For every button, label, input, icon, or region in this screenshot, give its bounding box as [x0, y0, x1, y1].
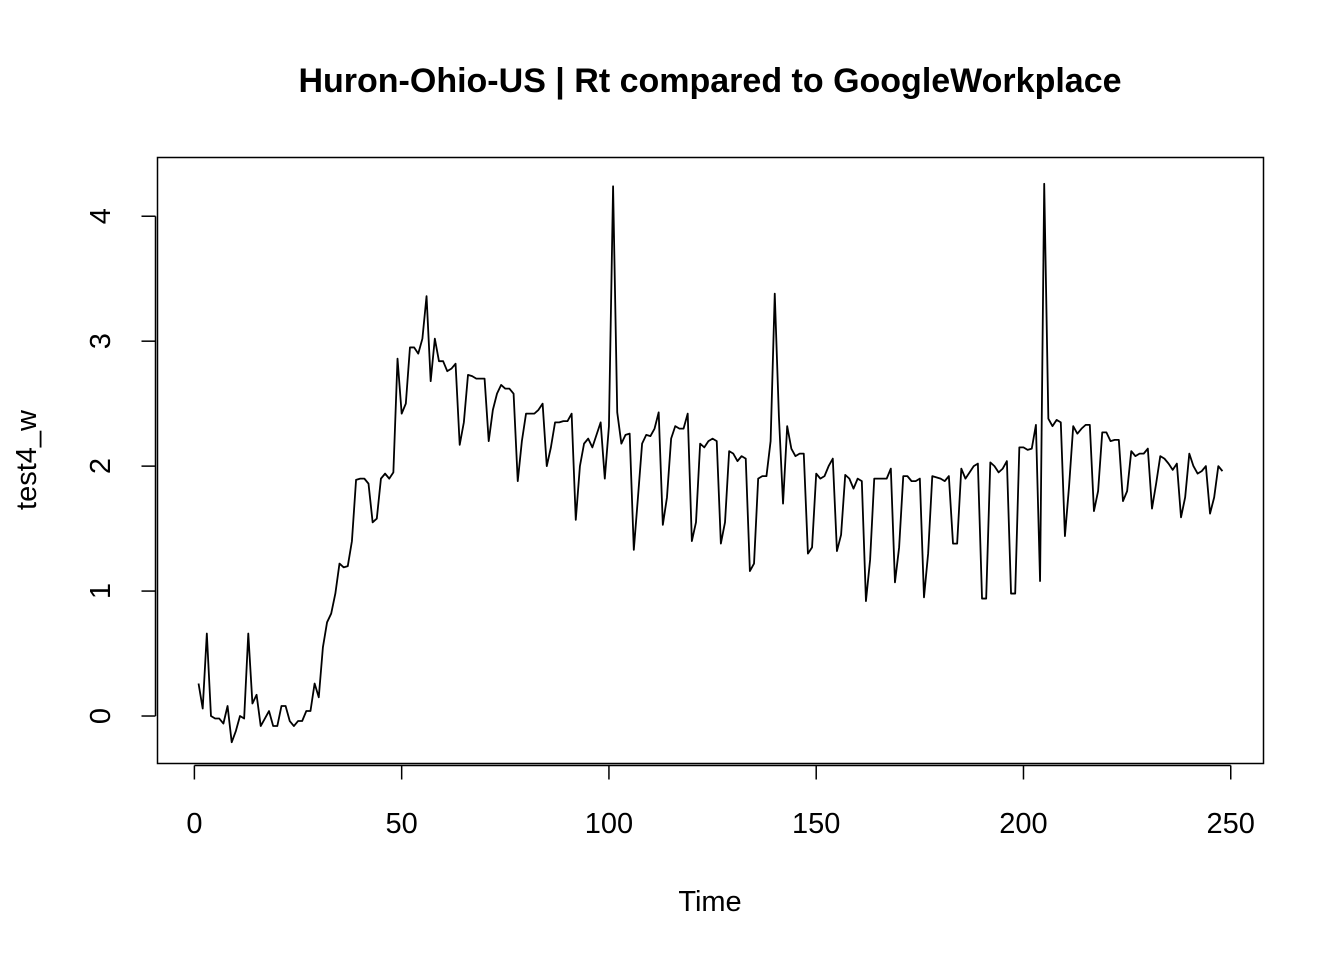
x-tick-label: 250 — [1207, 808, 1255, 840]
x-tick-label: 100 — [585, 808, 633, 840]
y-axis-label: test4_w — [11, 409, 43, 510]
x-axis-label: Time — [678, 886, 741, 918]
y-tick-label: 1 — [85, 583, 117, 599]
y-axis: 0 1 2 3 4 — [85, 208, 157, 724]
series-line-test4-w — [197, 182, 1224, 744]
x-tick-label: 50 — [386, 808, 418, 840]
chart-title: Huron-Ohio-US | Rt compared to GoogleWor… — [298, 62, 1121, 100]
y-tick-label: 3 — [85, 333, 117, 349]
y-tick-label: 4 — [85, 208, 117, 224]
plot-frame — [156, 156, 1265, 765]
x-tick-label: 0 — [186, 808, 202, 840]
x-tick-label: 150 — [792, 808, 840, 840]
y-tick-label: 2 — [85, 458, 117, 474]
y-tick-label: 0 — [85, 708, 117, 724]
x-tick-label: 200 — [999, 808, 1047, 840]
x-axis: 0 50 100 150 200 250 — [186, 764, 1255, 840]
